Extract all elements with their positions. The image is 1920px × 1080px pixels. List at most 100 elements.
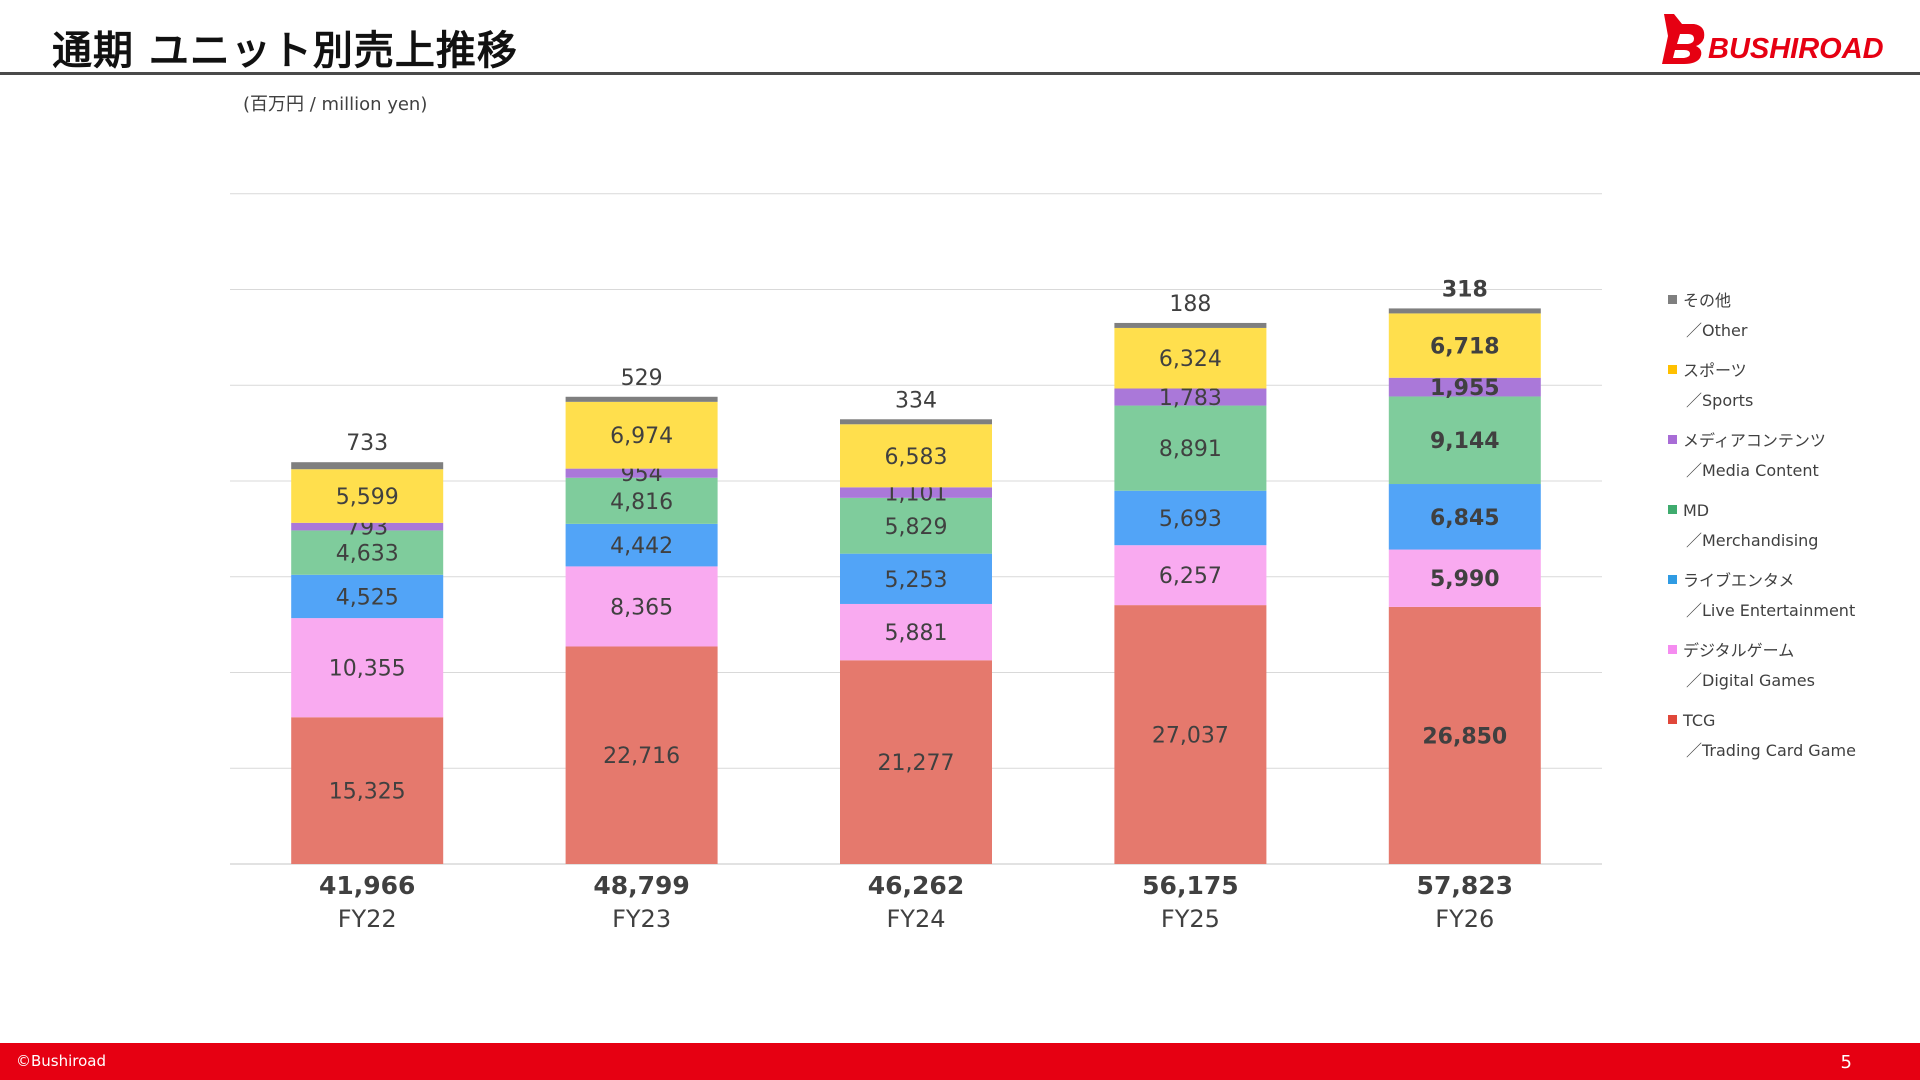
bar-segment — [1114, 605, 1267, 864]
bar-segment — [1114, 490, 1267, 546]
legend-label-jp: メディアコンテンツ — [1683, 431, 1826, 450]
bar-segment — [1114, 327, 1267, 389]
legend-swatch — [1668, 645, 1677, 654]
legend-label-jp: デジタルゲーム — [1683, 641, 1795, 660]
legend-swatch — [1668, 505, 1677, 514]
x-tick-label: FY23 — [612, 905, 671, 933]
bar-segment — [291, 522, 444, 531]
bar-segment — [291, 530, 444, 575]
legend-label-en: ／Digital Games — [1686, 671, 1815, 690]
bar-segment — [840, 497, 992, 554]
data-label: 6,583 — [885, 445, 948, 470]
legend-swatch — [1668, 435, 1677, 444]
data-label: 1,783 — [1159, 386, 1222, 411]
stacked-bar-chart: 15,32510,3554,5254,6337935,59973341,966F… — [230, 193, 1602, 933]
data-label: 733 — [346, 431, 388, 456]
total-label: 41,966 — [319, 871, 415, 900]
legend-item-merchandising: MD ／Merchandising — [1668, 496, 1908, 566]
data-label: 5,599 — [336, 485, 399, 510]
total-label: 46,262 — [868, 871, 964, 900]
data-label: 6,845 — [1430, 506, 1500, 531]
legend-label-jp: TCG — [1683, 711, 1716, 730]
data-label: 5,990 — [1430, 567, 1500, 592]
data-label: 26,850 — [1422, 724, 1507, 749]
bar-segment — [565, 566, 718, 647]
data-label: 27,037 — [1152, 724, 1229, 749]
x-tick-label: FY22 — [338, 905, 397, 933]
bar-segment — [840, 487, 992, 498]
bar-segment — [291, 717, 444, 864]
data-label: 1,955 — [1430, 376, 1500, 401]
bar-segment — [565, 396, 718, 402]
bar-segment — [291, 618, 444, 718]
data-label: 6,324 — [1159, 347, 1222, 372]
legend-label-en: ／Other — [1686, 321, 1748, 340]
legend: その他 ／Other スポーツ ／Sports メディアコンテンツ ／Media… — [1668, 286, 1908, 776]
data-label: 334 — [895, 388, 937, 413]
bar-segment — [1388, 549, 1541, 607]
legend-swatch — [1668, 715, 1677, 724]
header: 通期 ユニット別売上推移 BUSHIROAD — [0, 0, 1920, 76]
bar-segment — [1388, 396, 1541, 485]
legend-item-tcg: TCG ／Trading Card Game — [1668, 706, 1908, 776]
legend-swatch — [1668, 295, 1677, 304]
bar-segment — [1114, 388, 1267, 406]
bar-segment — [1388, 484, 1541, 550]
page-title: 通期 ユニット別売上推移 — [52, 28, 518, 74]
bar-segment — [291, 462, 444, 470]
data-label: 4,633 — [336, 542, 399, 567]
data-label: 4,442 — [610, 534, 673, 559]
bar-segment — [1388, 313, 1541, 378]
data-label: 5,881 — [885, 621, 948, 646]
data-label: 9,144 — [1430, 429, 1500, 454]
bar-segment — [291, 574, 444, 619]
bar-segment — [840, 424, 992, 488]
bar-segment — [840, 553, 992, 604]
data-label: 8,365 — [610, 595, 673, 620]
logo-wordmark: BUSHIROAD — [1708, 33, 1884, 65]
bar-segment — [565, 401, 718, 469]
data-label: 529 — [621, 366, 663, 391]
total-label: 56,175 — [1142, 871, 1238, 900]
legend-item-media-content: メディアコンテンツ ／Media Content — [1668, 426, 1908, 496]
data-label: 5,693 — [1159, 507, 1222, 532]
data-label: 21,277 — [878, 751, 955, 776]
legend-label-jp: スポーツ — [1683, 361, 1747, 380]
legend-item-sports: スポーツ ／Sports — [1668, 356, 1908, 426]
bar-segment — [291, 469, 444, 523]
legend-label-en: ／Merchandising — [1686, 531, 1819, 550]
legend-item-other: その他 ／Other — [1668, 286, 1908, 356]
bar-segment — [565, 468, 718, 478]
data-label: 8,891 — [1159, 437, 1222, 462]
bar-segment — [1388, 606, 1541, 864]
legend-swatch — [1668, 365, 1677, 374]
data-label: 6,974 — [610, 424, 673, 449]
bar-segment — [1388, 308, 1541, 314]
x-tick-label: FY26 — [1435, 905, 1494, 933]
data-label: 188 — [1169, 292, 1211, 317]
legend-label-jp: ライブエンタメ — [1683, 571, 1795, 590]
x-tick-label: FY25 — [1161, 905, 1220, 933]
page-number: 5 — [1840, 1052, 1852, 1073]
bar-segment — [840, 660, 992, 864]
data-label: 4,816 — [610, 490, 673, 515]
bar-segment — [1114, 405, 1267, 491]
total-label: 57,823 — [1417, 871, 1513, 900]
data-label: 22,716 — [603, 744, 680, 769]
data-label: 5,829 — [885, 515, 948, 540]
bar-segment — [565, 523, 718, 567]
unit-label: (百万円 / million yen) — [243, 94, 428, 115]
total-label: 48,799 — [593, 871, 689, 900]
data-label: 5,253 — [885, 568, 948, 593]
legend-item-digital-games: デジタルゲーム ／Digital Games — [1668, 636, 1908, 706]
bushiroad-logo: BUSHIROAD — [1662, 14, 1884, 65]
legend-label-jp: その他 — [1683, 291, 1732, 310]
bar-segment — [565, 477, 718, 524]
x-tick-label: FY24 — [886, 905, 945, 933]
legend-label-en: ／Trading Card Game — [1686, 741, 1856, 760]
bar-segment — [1388, 377, 1541, 397]
data-label: 318 — [1442, 277, 1488, 302]
data-label: 4,525 — [336, 585, 399, 610]
footer: ©Bushiroad 5 — [0, 1043, 1920, 1080]
legend-label-en: ／Media Content — [1686, 461, 1819, 480]
